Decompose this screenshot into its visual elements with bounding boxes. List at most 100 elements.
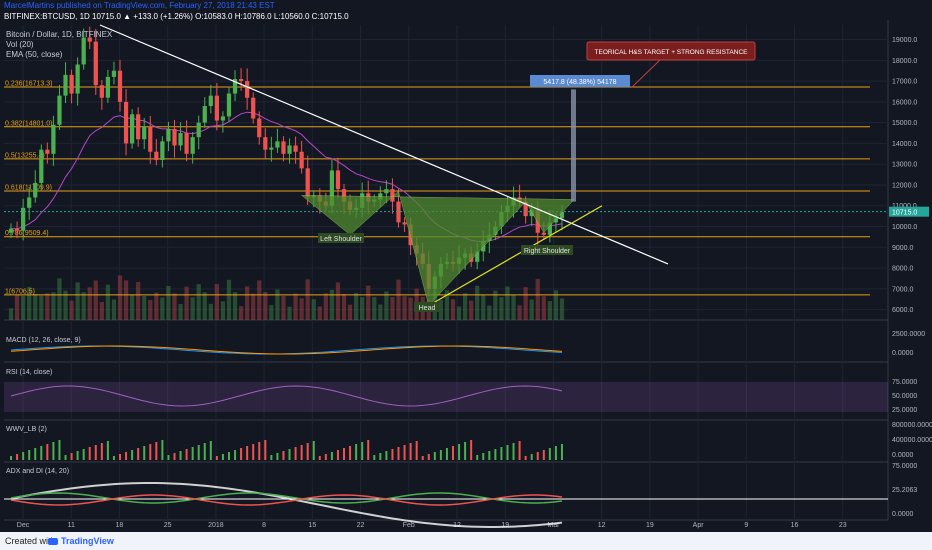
wwv-bar [94, 445, 97, 460]
wwv-bar [530, 454, 533, 460]
volume-bar [347, 304, 353, 320]
volume-bar [93, 280, 98, 320]
candle-body [63, 74, 68, 96]
volume-bar [390, 297, 395, 320]
candle-body [384, 189, 389, 194]
x-tick-label: 9 [744, 522, 748, 529]
volume-bar [360, 297, 365, 320]
volume-bar [220, 301, 226, 320]
candle-body [45, 149, 50, 154]
wwv-bar [373, 455, 376, 460]
wwv-bar [324, 454, 327, 460]
volume-bar [214, 284, 219, 320]
candle-body [172, 128, 177, 146]
wwv-bar [88, 447, 91, 460]
wwv-bar [143, 446, 146, 460]
x-tick-label: Apr [693, 522, 705, 529]
x-tick-label: 25 [164, 522, 172, 529]
candle-body [21, 207, 26, 231]
volume-bar [493, 290, 498, 320]
candle-body [166, 128, 171, 142]
candle-body [8, 228, 14, 233]
candle-body [111, 70, 117, 77]
macd-legend: MACD (12, 26, close, 9) [6, 337, 81, 344]
wwv-bar [191, 447, 194, 460]
volume-bar [462, 293, 468, 320]
volume-bar [553, 290, 559, 320]
volume-bar [317, 306, 322, 320]
candle-body [75, 64, 80, 94]
fib-level-label: 1(6706.5) [5, 288, 35, 295]
wwv-bar [500, 447, 503, 460]
volume-bar [190, 297, 195, 320]
candle-body [160, 141, 165, 161]
wwv-bar [173, 453, 176, 460]
volume-bar [354, 293, 359, 320]
candle-body [196, 122, 201, 138]
right-shoulder-badge [521, 245, 573, 255]
wwv-bar [161, 440, 164, 460]
callout-pointer [631, 59, 661, 88]
volume-bar [99, 302, 104, 320]
wwv-bar [282, 451, 285, 460]
candle-body [402, 222, 407, 225]
callout-box [586, 41, 756, 61]
wwv-tick-label: 0.0000 [892, 452, 914, 459]
tradingview-link[interactable]: TradingView [48, 536, 114, 546]
volume-bar [523, 287, 528, 320]
volume-bar [541, 296, 546, 320]
wwv-bar [318, 456, 321, 460]
candle-body [232, 79, 238, 94]
wwv-bar [264, 440, 267, 460]
symbol-line: BITFINEX:BTCUSD, 1D 10715.0 ▲ +133.0 (+1… [4, 12, 349, 21]
wwv-bar [385, 451, 388, 460]
volume-bar [269, 305, 274, 320]
volume-bar [226, 279, 232, 320]
price-tick-label: 10000.0 [892, 224, 917, 231]
volume-bar [63, 290, 68, 320]
publisher-line: MarcelMartins published on TradingView.c… [4, 1, 275, 10]
volume-bar [408, 297, 413, 320]
wwv-bar [349, 446, 352, 460]
wwv-bar [34, 448, 37, 460]
volume-legend: Vol (20) [6, 40, 34, 49]
last-price-label: 10715.0 [892, 210, 917, 217]
adx-tick-label: 25.2063 [892, 487, 917, 494]
volume-bar [293, 293, 298, 320]
candle-body [335, 170, 341, 190]
wwv-bar [58, 440, 61, 460]
volume-bar [505, 286, 510, 320]
volume-bar [57, 278, 62, 320]
wwv-bar [131, 450, 134, 460]
wwv-bar [227, 452, 230, 460]
candle-body [202, 106, 207, 123]
price-tick-label: 17000.0 [892, 79, 917, 86]
chart-canvas[interactable]: Dec 11 18 25 2018 8 15 22 Feb 12 19 Mar 12 19 Apr 9 16 23… [0, 0, 932, 532]
wwv-bar [427, 454, 430, 460]
wwv-bar [179, 451, 182, 460]
candle-body [523, 201, 528, 217]
wwv-bar [125, 452, 128, 460]
price-tick-label: 16000.0 [892, 99, 917, 106]
wwv-bar [355, 444, 358, 460]
wwv-bar [52, 442, 55, 460]
wwv-bar [10, 456, 13, 460]
volume-bar [166, 286, 171, 320]
x-tick-label: Feb [403, 522, 415, 529]
candle-body [33, 182, 38, 198]
head-label: Head [419, 305, 436, 312]
candle-body [27, 197, 32, 208]
wwv-bar [421, 456, 424, 460]
candle-body [341, 189, 347, 202]
candle-body [214, 95, 219, 121]
ema-legend: EMA (50, close) [6, 50, 63, 59]
wwv-bar [409, 443, 412, 460]
rsi-tick-label: 75.0000 [892, 379, 917, 386]
volume-bar [251, 293, 256, 320]
volume-bar [287, 306, 292, 320]
wwv-legend: WWV_LB (2) [6, 426, 47, 433]
volume-bar [178, 304, 183, 320]
last-price-badge [889, 206, 929, 217]
volume-bar [196, 284, 201, 320]
wwv-bar [367, 440, 370, 460]
